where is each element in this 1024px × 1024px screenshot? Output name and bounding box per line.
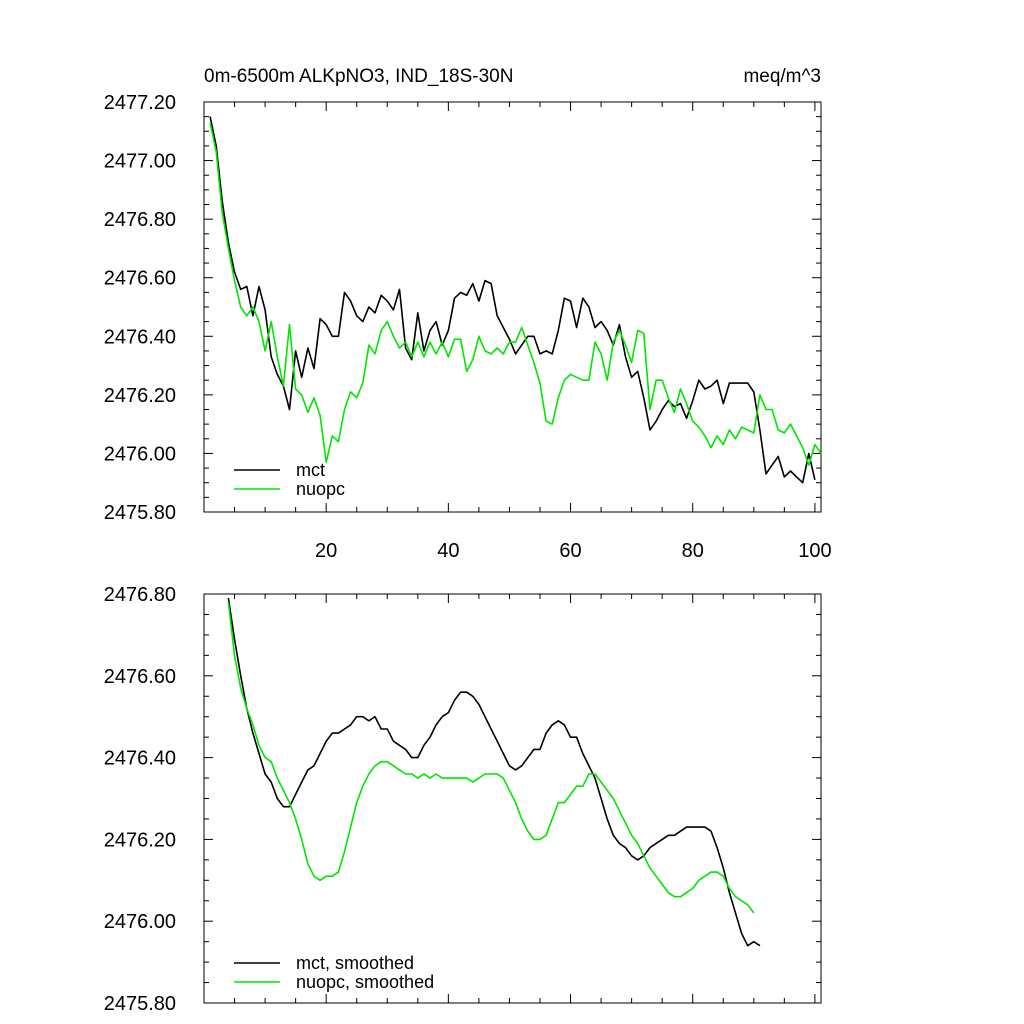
y-tick-label: 2476.00 [104,911,176,933]
legend-label: nuopc [296,479,345,499]
plot-frame [203,101,822,513]
bottom-panel: 2475.80 2476.00 2476.20 2476.40 2476.60 2476.… [104,584,822,1015]
y-tick-label: 2476.20 [104,385,176,407]
x-tick-label: 60 [559,540,581,562]
legend-label: mct [296,460,325,480]
plot-frame [203,593,822,1004]
y-tick-label: 2477.20 [104,92,176,114]
y-tick-label: 2475.80 [104,993,176,1015]
legend-label: nuopc, smoothed [296,972,434,992]
x-tick-label: 80 [682,540,704,562]
top-panel: 0m-6500m ALKpNO3, IND_18S-30N meq/m^3 24… [104,66,832,562]
series-line-nuopc-smoothed [227,602,755,914]
series-line-nuopc [209,122,822,466]
series-line-mct-smoothed [227,597,761,947]
y-tick-label: 2476.40 [104,748,176,770]
x-tick-label: 20 [315,540,337,562]
y-tick-label: 2477.00 [104,151,176,173]
y-tick-label: 2476.40 [104,326,176,348]
y-tick-label: 2476.20 [104,829,176,851]
y-tick-label: 2476.80 [104,209,176,231]
y-tick-label: 2476.60 [104,268,176,290]
chart-title: 0m-6500m ALKpNO3, IND_18S-30N [204,66,513,87]
x-tick-label: 100 [798,540,831,562]
y-tick-label: 2475.80 [104,502,176,524]
chart-units: meq/m^3 [743,66,821,87]
x-tick-label: 40 [437,540,459,562]
y-tick-label: 2476.60 [104,666,176,688]
y-tick-label: 2476.00 [104,443,176,465]
legend-label: mct, smoothed [296,953,414,973]
series-line-mct [209,116,816,484]
y-tick-label: 2476.80 [104,584,176,606]
